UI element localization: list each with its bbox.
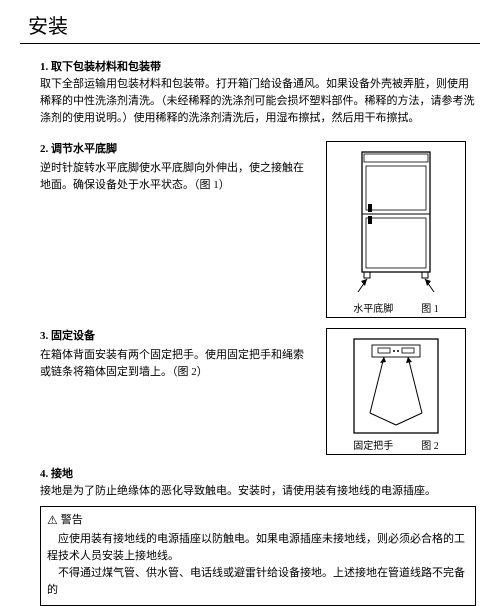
- page-title: 安装: [20, 8, 480, 44]
- step1-body: 取下全部运输用包装材料和包装带。打开箱门给设备通风。如果设备外壳被弄脏，则使用稀…: [40, 76, 476, 127]
- step3-title: 3. 固定设备: [40, 328, 304, 345]
- fig2-caption-right: 图 2: [421, 437, 439, 452]
- figure1-col: 水平底脚 图 1: [316, 141, 476, 318]
- figure1-labels: 水平底脚 图 1: [326, 300, 466, 315]
- warning-label: 警告: [61, 512, 83, 529]
- step2-row: 2. 调节水平底脚 逆时针旋转水平底脚使水平底脚向外伸出，使之接触在地面。确保设…: [40, 141, 476, 318]
- warning-icon: ⚠: [47, 511, 58, 530]
- step4-title: 4. 接地: [40, 465, 476, 481]
- warning-box: ⚠ 警告 应使用装有接地线的电源插座以防触电。如果电源插座未接地线，则必须必合格…: [40, 506, 476, 606]
- warning-header: ⚠ 警告: [47, 511, 469, 530]
- warning-line1: 应使用装有接地线的电源插座以防触电。如果电源插座未接地线，则必须必合格的工程技术…: [47, 531, 469, 565]
- figure1-svg: [336, 148, 456, 298]
- step3-body: 在箱体背面安装有两个固定把手。使用固定把手和绳索或链条将箱体固定到墙上。（图 2…: [40, 347, 304, 381]
- figure2-col: 固定把手 图 2: [316, 328, 476, 455]
- step4-body: 接地是为了防止绝缘体的恶化导致触电。安装时，请使用装有接地线的电源插座。: [40, 483, 476, 500]
- step3-text: 3. 固定设备 在箱体背面安装有两个固定把手。使用固定把手和绳索或链条将箱体固定…: [40, 328, 304, 455]
- warning-line2: 不得通过煤气管、供水管、电话线或避雷针给设备接地。上述接地在管道线路不完备的: [47, 565, 469, 599]
- step2-text: 2. 调节水平底脚 逆时针旋转水平底脚使水平底脚向外伸出，使之接触在地面。确保设…: [40, 141, 304, 318]
- figure2-labels: 固定把手 图 2: [326, 437, 466, 452]
- fig1-caption-left: 水平底脚: [353, 300, 393, 315]
- fig1-caption-right: 图 1: [421, 300, 439, 315]
- content-area: 1. 取下包装材料和包装带 取下全部运输用包装材料和包装带。打开箱门给设备通风。…: [20, 58, 480, 606]
- figure1-box: 水平底脚 图 1: [326, 141, 466, 318]
- step2-title: 2. 调节水平底脚: [40, 141, 304, 158]
- figure2-box: 固定把手 图 2: [326, 328, 466, 455]
- figure2-svg: [336, 335, 456, 435]
- step1-title: 1. 取下包装材料和包装带: [40, 58, 476, 74]
- step3-row: 3. 固定设备 在箱体背面安装有两个固定把手。使用固定把手和绳索或链条将箱体固定…: [40, 328, 476, 455]
- step2-body: 逆时针旋转水平底脚使水平底脚向外伸出，使之接触在地面。确保设备处于水平状态。（图…: [40, 160, 304, 194]
- fig2-caption-left: 固定把手: [353, 437, 393, 452]
